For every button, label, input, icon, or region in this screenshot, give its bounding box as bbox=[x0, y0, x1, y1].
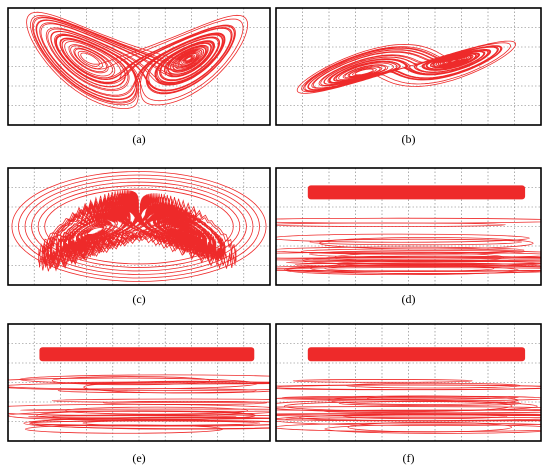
orbit bbox=[300, 248, 526, 255]
orbit bbox=[299, 414, 541, 422]
panel-frame bbox=[275, 323, 542, 442]
orbit bbox=[276, 422, 541, 433]
orbit bbox=[51, 376, 211, 386]
panel-label: (b) bbox=[402, 132, 416, 146]
panel: (f) bbox=[275, 323, 542, 465]
orbit bbox=[309, 250, 541, 258]
orbit bbox=[347, 421, 513, 433]
attractor bbox=[26, 11, 249, 109]
orbit bbox=[8, 382, 270, 391]
orbit bbox=[310, 262, 541, 275]
orbit bbox=[292, 379, 473, 383]
orbit bbox=[276, 222, 506, 227]
trajectory bbox=[26, 11, 249, 109]
orbit bbox=[324, 424, 541, 434]
panel-label: (e) bbox=[132, 451, 145, 465]
attractor bbox=[11, 171, 267, 282]
dense-band bbox=[39, 347, 255, 362]
orbit bbox=[44, 188, 234, 265]
orbit bbox=[83, 380, 270, 394]
orbit bbox=[36, 410, 256, 421]
orbit bbox=[18, 174, 260, 279]
trajectory bbox=[296, 40, 517, 94]
panel-frame bbox=[275, 7, 542, 126]
orbit bbox=[31, 420, 270, 427]
orbit bbox=[31, 181, 247, 272]
panel-label: (a) bbox=[132, 132, 145, 146]
orbit bbox=[367, 395, 541, 401]
orbit bbox=[285, 265, 519, 276]
panel: (b) bbox=[275, 7, 542, 146]
attractor bbox=[8, 347, 270, 434]
panel: (d) bbox=[275, 167, 542, 306]
orbit bbox=[65, 406, 249, 415]
panel-frame bbox=[7, 323, 271, 442]
orbit bbox=[51, 398, 270, 403]
attractor bbox=[296, 40, 517, 94]
orbit bbox=[276, 233, 530, 243]
orbit bbox=[285, 260, 541, 265]
orbit bbox=[276, 246, 525, 254]
dense-band bbox=[307, 347, 526, 362]
orbit bbox=[11, 171, 267, 282]
orbit bbox=[8, 403, 270, 416]
panel-frame bbox=[7, 7, 271, 126]
panel-frame bbox=[275, 167, 542, 286]
orbit bbox=[37, 185, 241, 268]
orbit bbox=[276, 413, 541, 417]
orbit bbox=[346, 382, 521, 389]
dense-band bbox=[307, 185, 526, 200]
panel: (e) bbox=[7, 323, 271, 465]
orbit bbox=[276, 267, 541, 272]
orbit bbox=[338, 400, 522, 406]
panel-frame bbox=[7, 167, 271, 286]
orbit bbox=[24, 178, 254, 275]
trajectory bbox=[38, 190, 237, 272]
panel: (a) bbox=[7, 7, 271, 146]
attractor bbox=[276, 185, 541, 276]
panel-label: (f) bbox=[403, 451, 415, 465]
orbit bbox=[309, 238, 522, 246]
attractor bbox=[276, 347, 541, 434]
orbit bbox=[29, 416, 270, 430]
orbit bbox=[52, 414, 270, 420]
orbit bbox=[8, 377, 258, 390]
orbit bbox=[276, 251, 541, 260]
panel-label: (d) bbox=[402, 292, 416, 306]
panel-label: (c) bbox=[132, 292, 145, 306]
orbit bbox=[276, 217, 541, 224]
orbit bbox=[276, 406, 541, 411]
panel: (c) bbox=[7, 167, 271, 306]
orbit bbox=[276, 384, 541, 390]
